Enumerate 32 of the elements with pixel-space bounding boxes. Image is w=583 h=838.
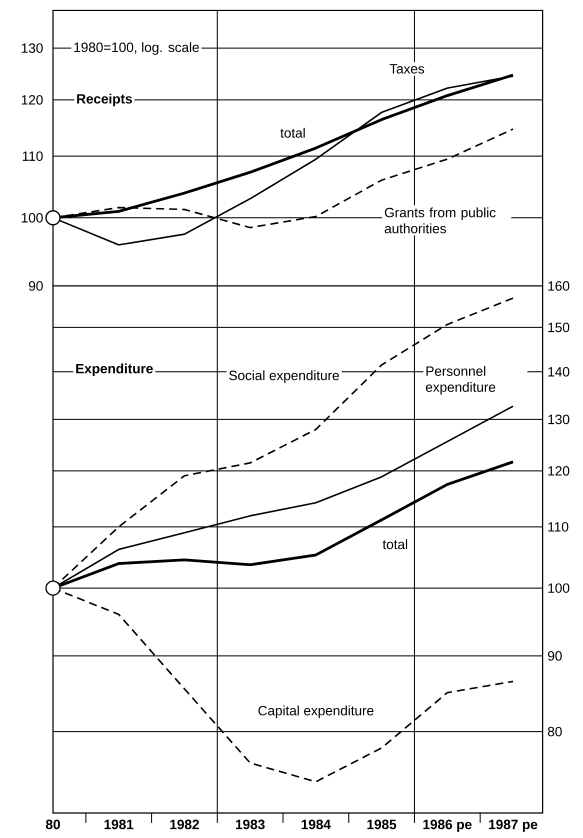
y-tick-label: 90 [28, 281, 43, 291]
series-label: total [280, 128, 305, 138]
y2-tick-label: 100 [548, 583, 570, 593]
text: Capital expenditure [258, 705, 374, 718]
y-tick-label: 100 [22, 213, 43, 223]
annotation: 1980=100, log. scale [74, 42, 199, 55]
x-tick-label: 1982 [170, 820, 199, 830]
x-tick-label: 1985 [367, 820, 396, 830]
x-tick-label: 80 [46, 820, 60, 830]
y2-tick-label: 110 [548, 522, 568, 532]
text: Receipts [77, 94, 132, 106]
x-tick-label: 1983 [236, 820, 265, 830]
series-label: Social expenditure [229, 370, 339, 383]
y2-tick-label: 80 [548, 726, 562, 736]
y2-tick-label: 130 [548, 414, 570, 424]
y2-tick-label: 150 [548, 322, 570, 332]
x-tick-label: 1981 [104, 820, 134, 830]
series-label: total [382, 539, 408, 550]
y-tick-label: 110 [22, 151, 43, 161]
series-label: Personnel expenditure [426, 366, 496, 395]
series-label: Grants from public authorities [384, 207, 496, 234]
x-tick-label: 1986 pe [423, 820, 472, 832]
y2-tick-label: 120 [548, 466, 570, 476]
y2-tick-label: 90 [548, 651, 562, 661]
y2-tick-label: 140 [548, 367, 570, 377]
y-tick-label: 130 [22, 43, 43, 53]
y-tick-label: 120 [22, 95, 43, 105]
series-label: Taxes [390, 64, 424, 74]
text: Expenditure [76, 363, 153, 376]
x-tick-label: 1984 [302, 820, 331, 830]
y2-tick-label: 160 [548, 281, 570, 291]
x-tick-label: 1987 pe [489, 820, 538, 832]
